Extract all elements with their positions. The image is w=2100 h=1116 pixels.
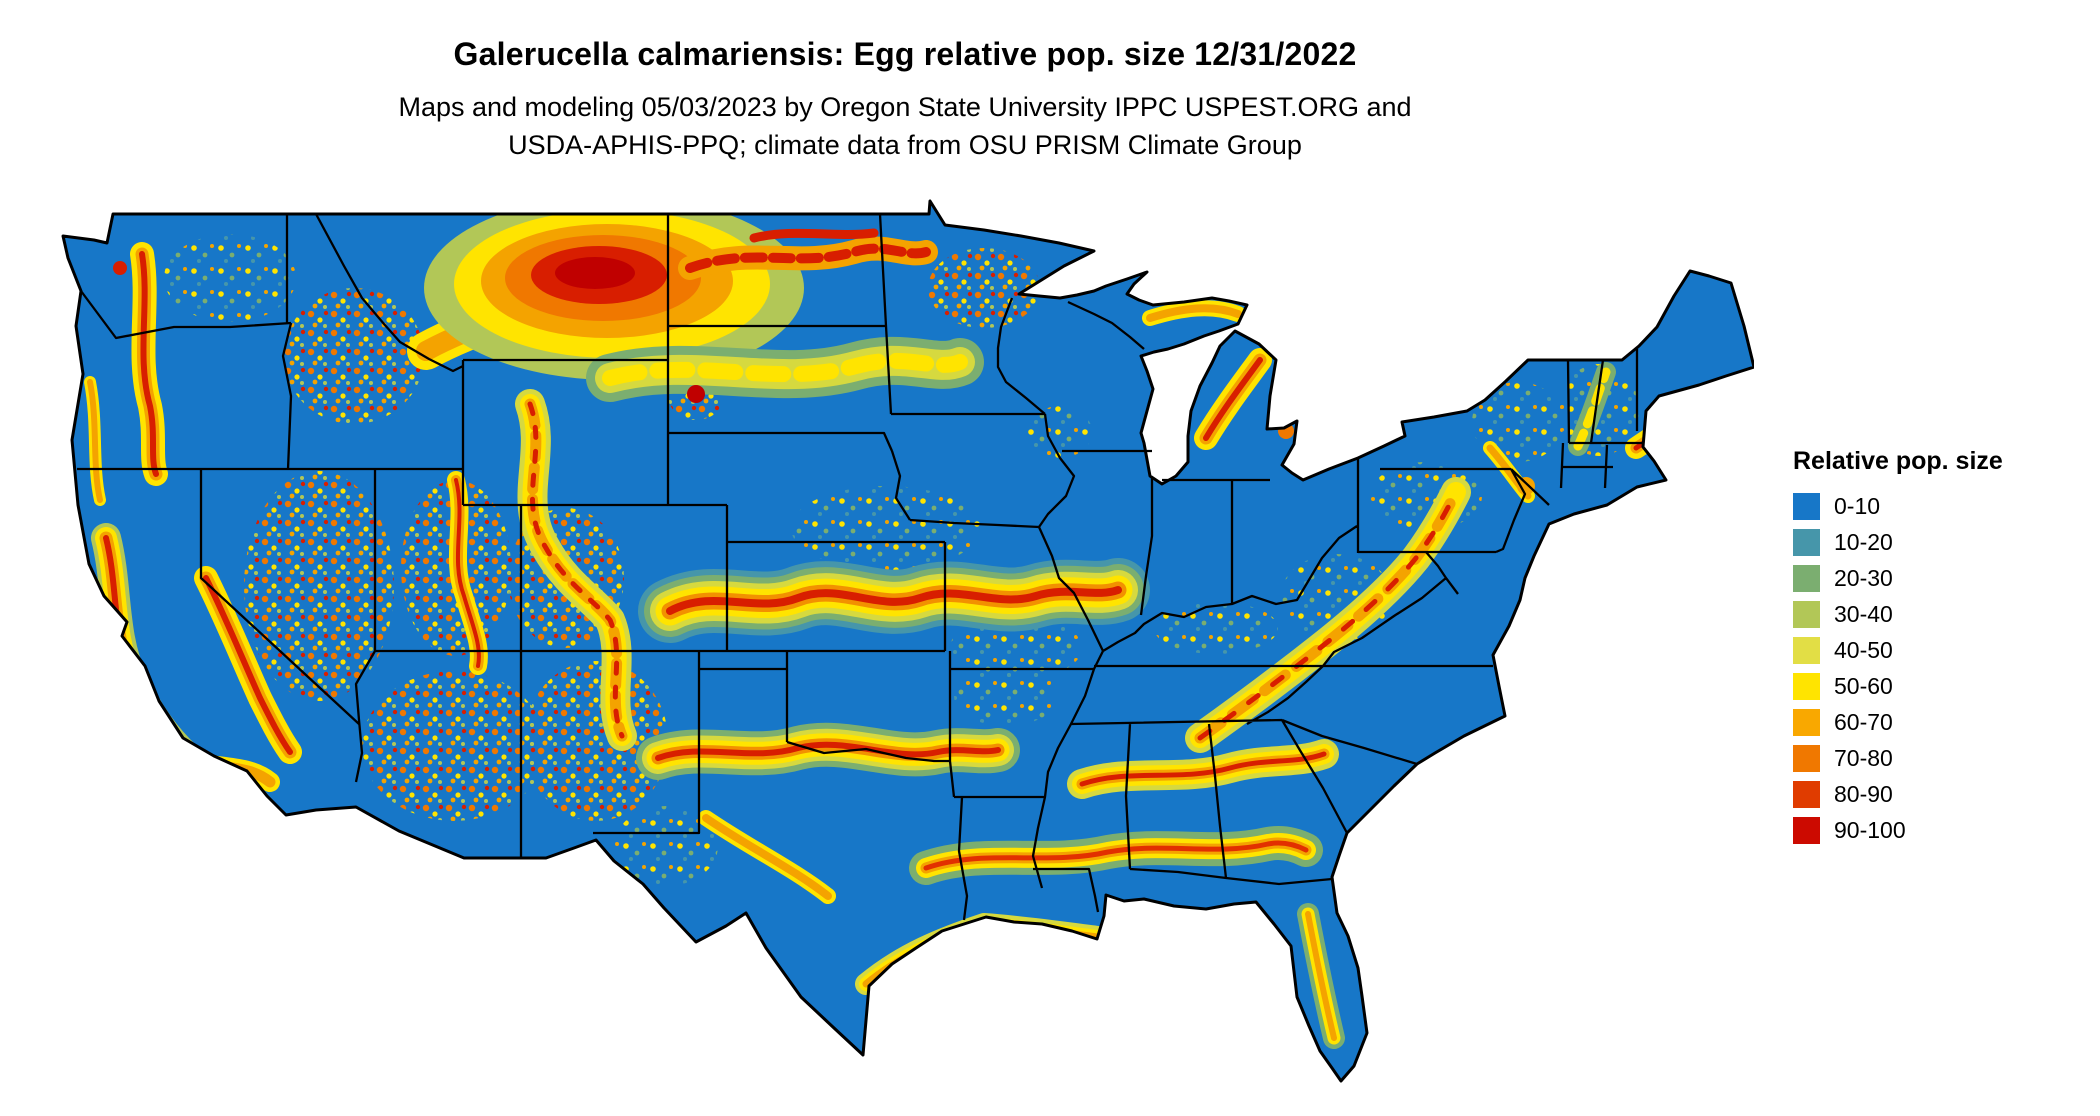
legend-row: 50-60 [1793,668,2003,704]
legend-row: 0-10 [1793,488,2003,524]
legend-label: 70-80 [1834,744,1893,771]
legend-label: 30-40 [1834,600,1893,627]
legend-label: 40-50 [1834,636,1893,663]
subtitle-line-1: Maps and modeling 05/03/2023 by Oregon S… [398,92,1412,122]
legend-row: 40-50 [1793,632,2003,668]
legend-swatch [1793,780,1820,808]
legend-label: 20-30 [1834,564,1893,591]
legend-swatch [1793,636,1820,664]
state-boundaries [77,213,1643,921]
legend-swatch [1793,744,1820,772]
legend-row: 60-70 [1793,704,2003,740]
population-raster [63,201,1754,1081]
legend-title: Relative pop. size [1793,447,2003,475]
us-map [54,196,1754,1111]
legend-swatch [1793,600,1820,628]
us-outline [61,199,1754,1083]
legend-swatch [1793,564,1820,592]
map-title: Galerucella calmariensis: Egg relative p… [453,36,1357,72]
legend-items: 0-10 10-20 20-30 30-40 40-50 50-60 60-70 70-80 8… [1793,488,2003,848]
legend-swatch [1793,708,1820,736]
subtitle-line-2: USDA-APHIS-PPQ; climate data from OSU PR… [508,130,1302,160]
legend-row: 10-20 [1793,524,2003,560]
legend-row: 30-40 [1793,596,2003,632]
legend-row: 70-80 [1793,740,2003,776]
legend-label: 80-90 [1834,780,1893,807]
legend-swatch [1793,816,1820,844]
legend-label: 50-60 [1834,672,1893,699]
legend-row: 80-90 [1793,776,2003,812]
legend-label: 10-20 [1834,528,1893,555]
header: Galerucella calmariensis: Egg relative p… [0,36,1810,164]
legend: Relative pop. size 0-10 10-20 20-30 30-40 40… [1793,447,2003,848]
legend-swatch [1793,672,1820,700]
map-subtitle: Maps and modeling 05/03/2023 by Oregon S… [0,88,1810,164]
legend-label: 0-10 [1834,492,1881,519]
us-map-svg [61,199,1754,1083]
legend-swatch [1793,492,1820,520]
legend-row: 90-100 [1793,812,2003,848]
legend-swatch [1793,528,1820,556]
legend-label: 60-70 [1834,708,1893,735]
legend-label: 90-100 [1834,816,1906,843]
legend-row: 20-30 [1793,560,2003,596]
